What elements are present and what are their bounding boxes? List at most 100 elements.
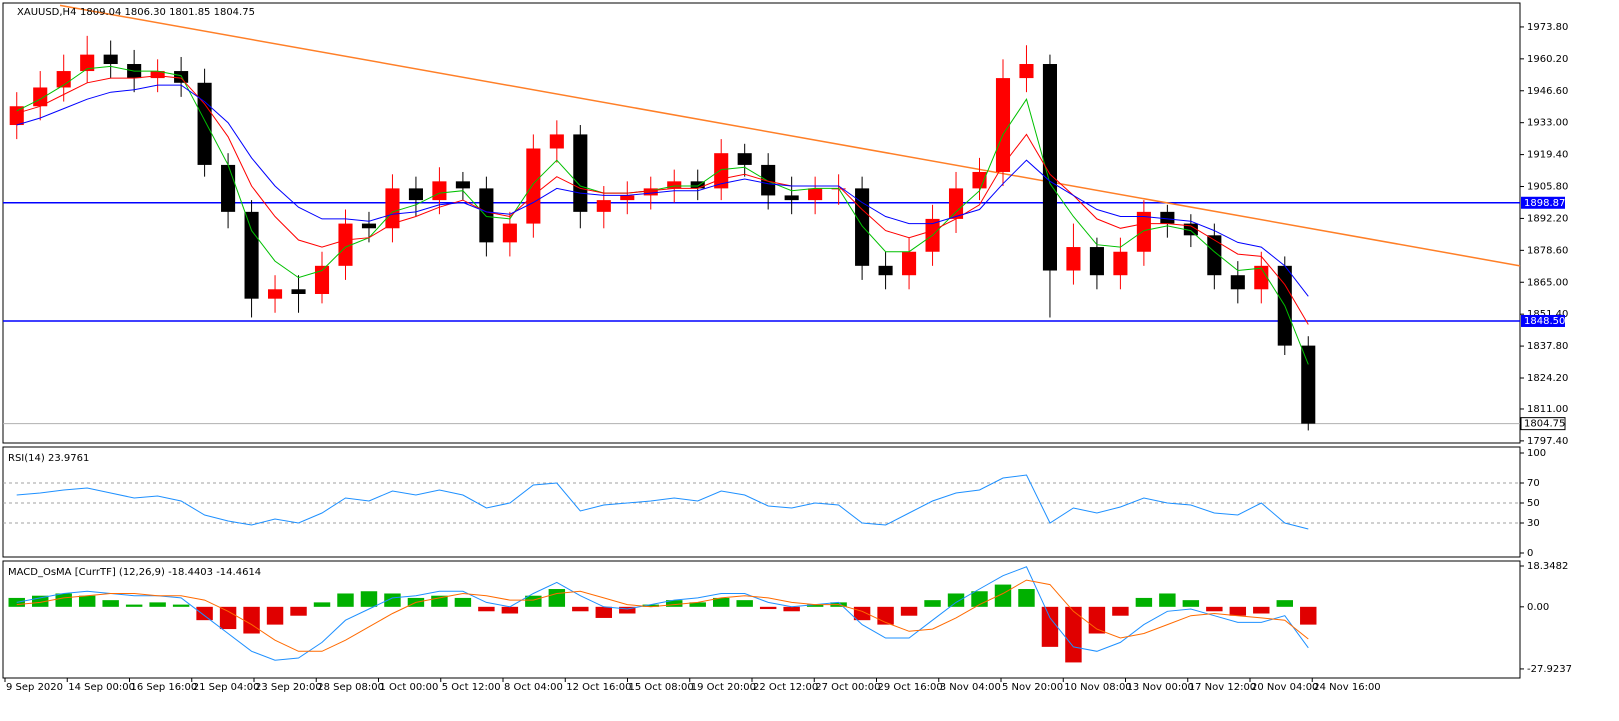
candle-body: [1066, 247, 1081, 271]
x-tick-label: 29 Oct 16:00: [878, 682, 943, 693]
histogram-bar: [1182, 600, 1200, 607]
x-tick-label: 22 Oct 12:00: [753, 682, 818, 693]
candle-body: [1230, 275, 1245, 290]
candle-body: [948, 188, 964, 219]
price-level-label: 1898.87: [1524, 198, 1565, 209]
candle-body: [1113, 251, 1128, 276]
histogram-bar: [78, 595, 96, 607]
price-level-label: 1848.50: [1524, 316, 1565, 327]
histogram-bar: [900, 606, 918, 616]
candle-body: [526, 148, 541, 224]
y-tick-label: 0.00: [1527, 602, 1549, 613]
x-tick-label: 20 Nov 04:00: [1251, 682, 1318, 693]
histogram-bar: [125, 604, 143, 607]
x-tick-label: 5 Oct 12:00: [442, 682, 501, 693]
candle-body: [9, 106, 24, 126]
candle-body: [878, 265, 893, 276]
candle-body: [197, 82, 212, 165]
candle-body: [1019, 64, 1034, 79]
histogram-bar: [102, 600, 119, 607]
histogram-bar: [806, 604, 824, 607]
histogram-bar: [360, 591, 378, 607]
x-tick-label: 17 Nov 12:00: [1189, 682, 1256, 693]
y-tick-label: 1824.20: [1527, 373, 1568, 384]
y-tick-label: 100: [1527, 448, 1546, 459]
histogram-bar: [1276, 600, 1293, 607]
last-price-label: 1804.75: [1524, 419, 1565, 430]
candle-body: [103, 54, 118, 65]
x-tick-label: 13 Nov 00:00: [1127, 682, 1194, 693]
panel: [2, 2, 1521, 444]
candle-body: [455, 181, 470, 189]
histogram-bar: [595, 606, 613, 618]
candle-body: [150, 71, 165, 79]
candle-body: [1136, 211, 1151, 252]
candle-body: [1254, 265, 1269, 290]
histogram-bar: [1018, 589, 1035, 607]
candle-body: [1042, 64, 1057, 271]
x-tick-label: 14 Sep 00:00: [68, 682, 135, 693]
trendline: [59, 4, 1521, 267]
candle-body: [408, 188, 423, 201]
histogram-bar: [548, 589, 566, 607]
histogram-bar: [1041, 606, 1059, 647]
histogram-bar: [1112, 606, 1129, 616]
histogram-bar: [1229, 606, 1247, 616]
x-tick-label: 28 Sep 08:00: [317, 682, 384, 693]
y-tick-label: 1973.80: [1527, 22, 1568, 33]
candle-body: [314, 265, 330, 294]
y-tick-label: 1960.20: [1527, 54, 1568, 65]
x-tick-label: 5 Nov 20:00: [1002, 682, 1063, 693]
y-tick-label: 1946.60: [1527, 86, 1568, 97]
candle-body: [268, 289, 283, 299]
candle-body: [244, 211, 259, 299]
candle-body: [291, 289, 306, 294]
histogram-bar: [1206, 606, 1223, 612]
histogram-bar: [454, 597, 472, 607]
histogram-bar: [431, 595, 448, 607]
x-tick-label: 27 Oct 00:00: [815, 682, 880, 693]
histogram-bar: [572, 606, 589, 612]
y-tick-label: 70: [1527, 478, 1540, 489]
y-tick-label: 18.3482: [1527, 561, 1568, 572]
indicator-line: [16, 566, 1309, 661]
y-tick-label: 0: [1527, 548, 1533, 559]
candle-body: [784, 195, 799, 201]
candle-body: [737, 153, 752, 165]
candle-body: [573, 134, 588, 212]
histogram-bar: [1065, 606, 1082, 663]
histogram-bar: [149, 602, 166, 607]
indicator-line: [16, 75, 1309, 325]
histogram-bar: [947, 593, 965, 607]
candle-body: [1160, 211, 1175, 224]
x-tick-label: 12 Oct 16:00: [566, 682, 631, 693]
histogram-bar: [501, 606, 519, 614]
histogram-bar: [759, 606, 777, 610]
y-tick-label: 1933.00: [1527, 118, 1568, 129]
histogram-bar: [1159, 593, 1176, 607]
histogram-bar: [525, 595, 542, 607]
panel: [2, 446, 1521, 558]
x-tick-label: 19 Oct 20:00: [691, 682, 756, 693]
y-tick-label: 1811.00: [1527, 404, 1568, 415]
histogram-bar: [1300, 606, 1317, 625]
y-tick-label: 1797.40: [1527, 436, 1568, 447]
candle-body: [432, 181, 447, 201]
y-tick-label: 50: [1527, 498, 1540, 509]
x-tick-label: 16 Sep 16:00: [131, 682, 198, 693]
histogram-bar: [1253, 606, 1270, 614]
candle-body: [714, 153, 729, 189]
y-tick-label: 1905.80: [1527, 182, 1568, 193]
candle-body: [385, 188, 400, 229]
histogram-bar: [196, 606, 213, 621]
candle-body: [338, 223, 353, 266]
y-tick-label: 1837.80: [1527, 341, 1568, 352]
indicator-line: [16, 65, 1309, 365]
candle-body: [808, 188, 823, 201]
x-tick-label: 24 Nov 16:00: [1313, 682, 1380, 693]
indicator-line: [16, 84, 1309, 297]
chart-ohlc: 1809.04 1806.30 1801.85 1804.75: [80, 7, 255, 18]
x-tick-label: 8 Oct 04:00: [504, 682, 563, 693]
histogram-bar: [994, 584, 1012, 607]
